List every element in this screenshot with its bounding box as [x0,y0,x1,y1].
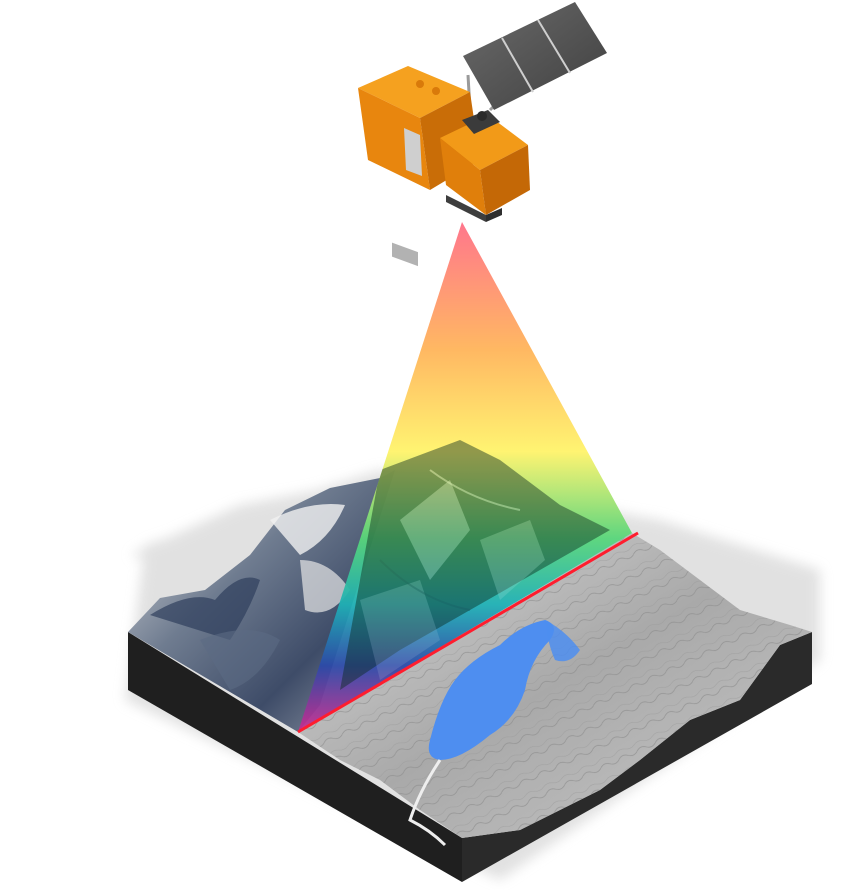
satellite-body-top [358,66,470,118]
solar-panel [463,2,607,112]
beam-terrain-texture [340,440,610,690]
terrain-left-side [128,632,462,882]
body-label-plate [392,242,418,267]
scan-beam [298,222,632,732]
lake [428,620,554,760]
scan-line [297,531,639,734]
satellite [358,2,607,267]
terrain-right-side [462,632,812,882]
